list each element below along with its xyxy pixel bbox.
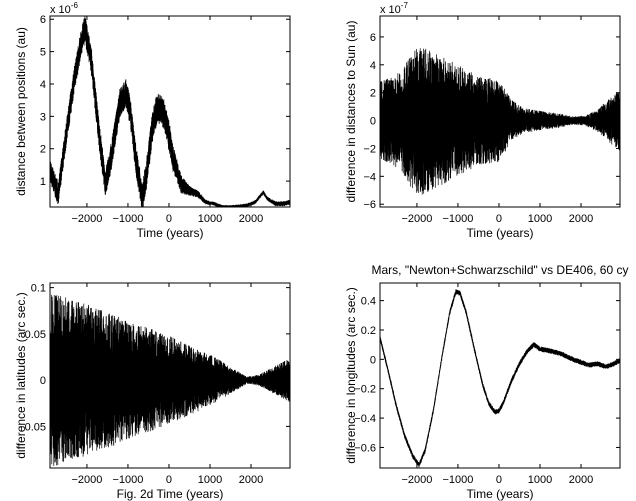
x-tick-label: −1000	[442, 474, 473, 486]
y-tick-label: −0.2	[354, 384, 376, 396]
x-tick-label: 0	[496, 213, 502, 225]
y-tick-label: 0	[40, 375, 46, 387]
x-tick-label: −1000	[112, 213, 143, 225]
y-tick-label: 0.4	[361, 296, 376, 308]
y-exponent-power: -6	[71, 1, 79, 10]
x-tick-label: 2000	[569, 474, 593, 486]
x-tick-label: 0	[496, 474, 502, 486]
y-tick-label: 0.05	[25, 329, 46, 341]
y-axis-label: difference in distances to Sun (au)	[344, 21, 358, 203]
x-tick-label: −2000	[401, 474, 432, 486]
x-tick-label: −2000	[71, 474, 102, 486]
y-tick-label: −2	[363, 143, 376, 155]
x-tick-label: 0	[166, 213, 172, 225]
y-tick-label: 0	[370, 354, 376, 366]
y-tick-label: 0	[370, 116, 376, 128]
y-tick-label: 0.2	[361, 325, 376, 337]
y-tick-label: 6	[40, 14, 46, 26]
y-exponent-base: x 10	[380, 4, 401, 16]
x-tick-label: 1000	[198, 213, 222, 225]
x-axis-label: Time (years)	[137, 226, 204, 240]
subplot-2: −2000 −1000 0 1000 2000 −6 −4 −2 0 2 4 6 Time (years…	[344, 1, 621, 240]
y-tick-label: 0.1	[31, 283, 46, 295]
y-axis-label: difference in latitudes (arc sec.)	[14, 292, 28, 459]
y-axis-label: difference in longitudes (arc sec.)	[344, 287, 358, 464]
y-exponent-power: -7	[401, 1, 409, 10]
chart-title: Mars, "Newton+Schwarzschild" vs DE406, 6…	[372, 263, 629, 277]
y-tick-label: −0.4	[354, 413, 376, 425]
axes-frame	[379, 15, 621, 208]
x-tick-label: 2000	[239, 474, 263, 486]
y-tick-label: 6	[370, 32, 376, 44]
x-tick-label: −1000	[112, 474, 143, 486]
x-tick-label: −1000	[442, 213, 473, 225]
y-tick-label: 2	[370, 88, 376, 100]
x-tick-label: −2000	[71, 213, 102, 225]
x-tick-label: −2000	[401, 213, 432, 225]
x-axis-label: Time (years)	[467, 487, 534, 501]
y-tick-label: −0.05	[18, 421, 46, 433]
y-tick-label: 5	[40, 47, 46, 59]
y-tick-label: 4	[40, 79, 46, 91]
y-tick-label: 3	[40, 111, 46, 123]
y-exponent-base: x 10	[50, 4, 71, 16]
y-tick-label: −0.6	[354, 442, 376, 454]
x-tick-label: 2000	[569, 213, 593, 225]
data-series-line	[50, 292, 290, 466]
subplot-4: −2000 −1000 0 1000 2000 −0.6 −0.4 −0.2 0 0.2 0.4 Ti…	[344, 263, 628, 501]
data-series-line	[380, 289, 620, 468]
data-series-line	[380, 48, 620, 195]
y-tick-label: 4	[370, 60, 376, 72]
x-axis-label: Fig. 2d Time (years)	[117, 487, 224, 501]
y-exponent: x 10-6	[50, 1, 78, 16]
y-tick-label: 2	[40, 144, 46, 156]
y-tick-label: 1	[40, 176, 46, 188]
x-tick-label: 1000	[528, 213, 552, 225]
x-tick-label: 1000	[528, 474, 552, 486]
x-tick-label: 1000	[198, 474, 222, 486]
x-tick-label: 2000	[239, 213, 263, 225]
y-axis-label: distance between positions (au)	[14, 27, 28, 196]
y-exponent: x 10-7	[380, 1, 408, 16]
data-series-line	[50, 16, 290, 207]
axes-frame	[49, 15, 291, 208]
y-tick-label: −4	[363, 171, 376, 183]
axes-frame	[379, 282, 621, 469]
subplot-1: −2000 −1000 0 1000 2000 1 2 3 4 5 6 Time (years) dis…	[14, 1, 291, 240]
axes-frame	[49, 282, 291, 469]
subplot-3: −2000 −1000 0 1000 2000 −0.05 0 0.05 0.1 Fig. 2d …	[14, 282, 291, 501]
x-tick-label: 0	[166, 474, 172, 486]
y-tick-label: −6	[363, 199, 376, 211]
x-axis-label: Time (years)	[467, 226, 534, 240]
